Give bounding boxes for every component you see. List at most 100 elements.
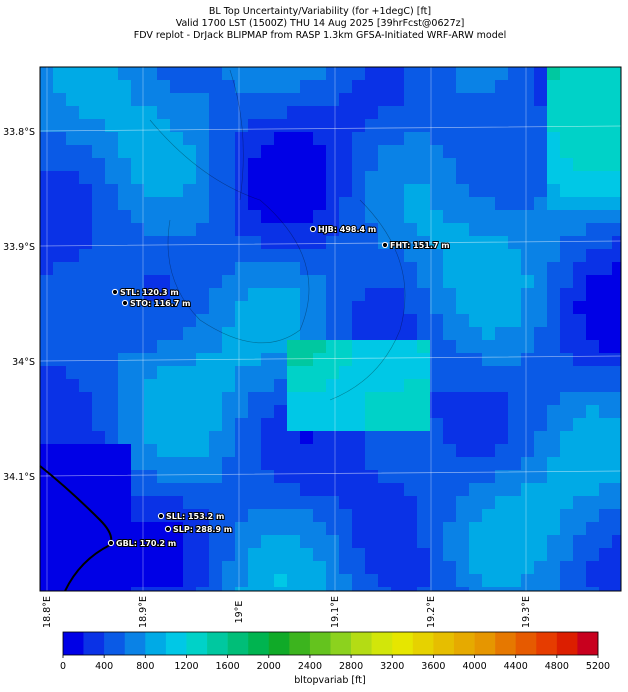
station-label: STL: 120.3 m (120, 288, 179, 297)
colorbar-segment (104, 632, 126, 655)
map-cell (612, 158, 621, 171)
map-cell (222, 587, 235, 591)
map-cell (300, 379, 313, 392)
map-cell (456, 119, 469, 132)
map-cell (365, 561, 378, 574)
map-cell (391, 470, 404, 483)
map-cell (313, 262, 326, 275)
map-cell (573, 470, 586, 483)
map-cell (378, 249, 391, 262)
map-cell (547, 210, 560, 223)
map-cell (53, 119, 66, 132)
map-cell (547, 223, 560, 236)
map-cell (378, 119, 391, 132)
map-cell (430, 379, 443, 392)
map-cell (326, 262, 339, 275)
map-cell (534, 184, 547, 197)
map-cell (573, 548, 586, 561)
lat-label: 33.8°S (3, 127, 35, 138)
map-cell (79, 379, 92, 392)
map-cell (339, 236, 352, 249)
map-cell (209, 457, 222, 470)
map-cell (599, 301, 612, 314)
map-cell (443, 574, 456, 587)
map-cell (599, 145, 612, 158)
map-cell (443, 444, 456, 457)
map-cell (79, 548, 92, 561)
map-cell (378, 548, 391, 561)
map-cell (495, 327, 508, 340)
map-cell (378, 106, 391, 119)
map-cell (339, 431, 352, 444)
map-cell (417, 314, 430, 327)
map-cell (391, 67, 404, 80)
map-cell (599, 353, 612, 366)
map-cell (443, 405, 456, 418)
map-cell (131, 509, 144, 522)
map-cell (326, 340, 339, 353)
map-cell (352, 327, 365, 340)
map-cell (365, 574, 378, 587)
map-cell (352, 210, 365, 223)
map-cell (599, 80, 612, 93)
map-cell (248, 67, 261, 80)
map-cell (417, 444, 430, 457)
map-cell (196, 80, 209, 93)
map-cell (209, 314, 222, 327)
map-cell (378, 223, 391, 236)
map-cell (261, 223, 274, 236)
map-cell (222, 522, 235, 535)
map-cell (274, 210, 287, 223)
map-cell (300, 444, 313, 457)
map-cell (105, 379, 118, 392)
map-cell (365, 379, 378, 392)
map-cell (443, 509, 456, 522)
map-cell (248, 392, 261, 405)
map-cell (157, 262, 170, 275)
map-cell (352, 80, 365, 93)
map-cell (53, 197, 66, 210)
map-cell (261, 171, 274, 184)
map-cell (508, 509, 521, 522)
map-cell (92, 379, 105, 392)
map-cell (118, 418, 131, 431)
map-cell (495, 353, 508, 366)
map-cell (248, 340, 261, 353)
map-cell (105, 366, 118, 379)
map-cell (261, 93, 274, 106)
map-cell (313, 223, 326, 236)
map-cell (66, 106, 79, 119)
map-cell (131, 470, 144, 483)
map-cell (586, 197, 599, 210)
map-cell (586, 223, 599, 236)
map-cell (118, 93, 131, 106)
map-cell (456, 106, 469, 119)
title-line: FDV replot - DrJack BLIPMAP from RASP 1.… (134, 30, 506, 41)
map-cell (599, 496, 612, 509)
map-cell (456, 184, 469, 197)
map-cell (170, 574, 183, 587)
map-cell (222, 496, 235, 509)
colorbar-tick-label: 1200 (174, 661, 198, 672)
map-cell (261, 444, 274, 457)
map-cell (430, 262, 443, 275)
map-cell (352, 522, 365, 535)
map-cell (313, 470, 326, 483)
map-cell (274, 522, 287, 535)
map-cell (287, 80, 300, 93)
map-cell (404, 327, 417, 340)
map-cell (105, 106, 118, 119)
map-cell (573, 210, 586, 223)
lon-label: 19.2°E (426, 596, 437, 628)
map-cell (235, 210, 248, 223)
map-cell (534, 158, 547, 171)
map-cell (248, 457, 261, 470)
map-cell (612, 470, 621, 483)
map-cell (170, 366, 183, 379)
map-cell (118, 366, 131, 379)
colorbar-segment (412, 632, 434, 655)
map-cell (313, 171, 326, 184)
map-cell (521, 158, 534, 171)
map-cell (469, 587, 482, 591)
map-cell (144, 171, 157, 184)
